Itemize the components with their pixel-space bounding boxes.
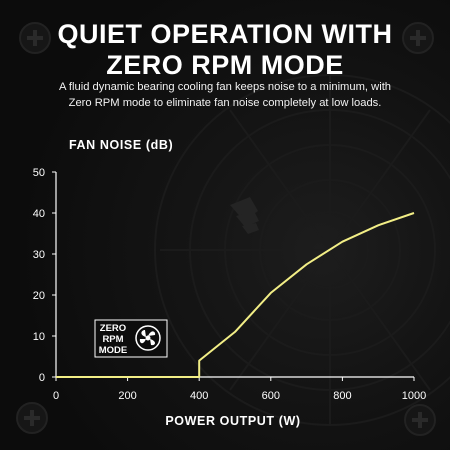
badge-line-1: ZERO [100,323,126,334]
chart-series [56,212,415,378]
subtitle-line-2: Zero RPM mode to eliminate fan noise com… [68,97,382,109]
zero-rpm-badge: ZERO RPM MODE [94,319,168,358]
corsair-logo [230,197,259,234]
fan-noise-line [56,212,415,378]
y-tick-label: 50 [33,167,45,179]
y-tick-label: 30 [33,249,45,261]
x-tick-label: 0 [53,390,59,402]
x-tick-label: 200 [118,390,136,402]
x-tick-label: 600 [262,390,280,402]
page-title-line-1: QUIET OPERATION WITH [57,19,393,49]
screw-bottom-left [16,402,48,434]
screw-bottom-right [404,404,436,436]
badge-line-3: MODE [99,345,128,356]
screw-top-right [402,22,434,54]
y-axis-label: FAN NOISE (dB) [69,138,173,152]
page-title-line-2: ZERO RPM MODE [106,50,344,80]
y-tick-label: 0 [39,372,45,384]
y-tick-label: 10 [33,331,45,343]
fan-icon [135,325,161,351]
x-tick-label: 1000 [402,390,426,402]
subtitle-line-1: A fluid dynamic bearing cooling fan keep… [58,81,392,93]
screw-top-left [19,22,51,54]
x-tick-label: 800 [333,390,351,402]
x-tick-label: 400 [190,390,208,402]
chart-ticks: 0 10 20 30 40 50 0 200 400 600 800 1000 [33,167,426,402]
badge-line-2: RPM [102,334,123,345]
page-subtitle: A fluid dynamic bearing cooling fan keep… [20,79,430,111]
x-axis-label: POWER OUTPUT (W) [165,414,300,428]
y-tick-label: 40 [33,208,45,220]
y-tick-label: 20 [33,290,45,302]
